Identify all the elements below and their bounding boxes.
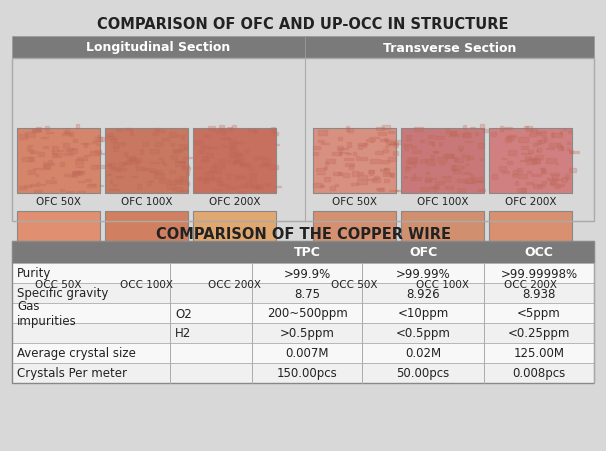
Text: OFC 50X: OFC 50X <box>332 197 377 207</box>
Text: >99.9%: >99.9% <box>284 267 331 280</box>
Text: 125.00M: 125.00M <box>513 347 565 360</box>
Text: 0.007M: 0.007M <box>285 347 328 360</box>
FancyBboxPatch shape <box>17 129 100 193</box>
Text: 8.938: 8.938 <box>522 287 556 300</box>
Text: >99.99%: >99.99% <box>396 267 450 280</box>
FancyBboxPatch shape <box>12 343 594 363</box>
Text: <5ppm: <5ppm <box>517 307 561 320</box>
FancyBboxPatch shape <box>313 212 396 276</box>
Text: COMPARISON OF OFC AND UP-OCC IN STRUCTURE: COMPARISON OF OFC AND UP-OCC IN STRUCTUR… <box>97 17 509 32</box>
Text: Specific gravity: Specific gravity <box>17 287 108 300</box>
FancyBboxPatch shape <box>12 363 594 383</box>
Text: Longitudinal Section: Longitudinal Section <box>87 41 231 55</box>
Text: OCC: OCC <box>525 246 553 259</box>
Text: H2: H2 <box>175 327 191 340</box>
FancyBboxPatch shape <box>305 37 594 59</box>
Text: Gas
impurities: Gas impurities <box>17 299 77 327</box>
Text: OFC 50X: OFC 50X <box>36 197 81 207</box>
FancyBboxPatch shape <box>193 129 276 193</box>
FancyBboxPatch shape <box>12 37 305 59</box>
Text: <0.25ppm: <0.25ppm <box>508 327 570 340</box>
Text: Transverse Section: Transverse Section <box>383 41 516 55</box>
Text: O2: O2 <box>175 307 191 320</box>
Text: OCC 200X: OCC 200X <box>504 279 557 290</box>
Text: 150.00pcs: 150.00pcs <box>276 367 338 380</box>
Text: 0.008pcs: 0.008pcs <box>513 367 565 380</box>
Text: OFC 200X: OFC 200X <box>505 197 556 207</box>
Text: Purity: Purity <box>17 267 52 280</box>
Text: OFC 200X: OFC 200X <box>208 197 260 207</box>
FancyBboxPatch shape <box>401 129 484 193</box>
Text: OCC 50X: OCC 50X <box>35 279 82 290</box>
Text: OCC 50X: OCC 50X <box>331 279 378 290</box>
FancyBboxPatch shape <box>12 323 594 343</box>
Text: >99.99998%: >99.99998% <box>501 267 578 280</box>
FancyBboxPatch shape <box>105 129 188 193</box>
FancyBboxPatch shape <box>12 304 594 323</box>
Text: 8.926: 8.926 <box>406 287 440 300</box>
Text: >0.5ppm: >0.5ppm <box>279 327 335 340</box>
FancyBboxPatch shape <box>193 212 276 276</box>
Text: OCC 100X: OCC 100X <box>416 279 469 290</box>
FancyBboxPatch shape <box>401 212 484 276</box>
Text: 50.00pcs: 50.00pcs <box>396 367 450 380</box>
Text: Crystals Per meter: Crystals Per meter <box>17 367 127 380</box>
Text: <0.5ppm: <0.5ppm <box>396 327 450 340</box>
FancyBboxPatch shape <box>489 212 572 276</box>
Text: OCC 200X: OCC 200X <box>208 279 261 290</box>
Text: 200~500ppm: 200~500ppm <box>267 307 347 320</box>
Text: OCC 100X: OCC 100X <box>120 279 173 290</box>
FancyBboxPatch shape <box>489 129 572 193</box>
Text: TPC: TPC <box>293 246 321 259</box>
FancyBboxPatch shape <box>12 283 594 304</box>
Text: Average crystal size: Average crystal size <box>17 347 136 360</box>
FancyBboxPatch shape <box>17 212 100 276</box>
Text: OFC 100X: OFC 100X <box>121 197 172 207</box>
Text: 0.02M: 0.02M <box>405 347 441 360</box>
Text: COMPARISON OF THE COPPER WIRE: COMPARISON OF THE COPPER WIRE <box>156 226 450 241</box>
Text: 8.75: 8.75 <box>294 287 320 300</box>
Text: OFC 100X: OFC 100X <box>417 197 468 207</box>
Text: OFC: OFC <box>409 246 437 259</box>
FancyBboxPatch shape <box>12 241 594 263</box>
FancyBboxPatch shape <box>105 212 188 276</box>
FancyBboxPatch shape <box>313 129 396 193</box>
FancyBboxPatch shape <box>12 263 594 283</box>
Text: <10ppm: <10ppm <box>398 307 448 320</box>
